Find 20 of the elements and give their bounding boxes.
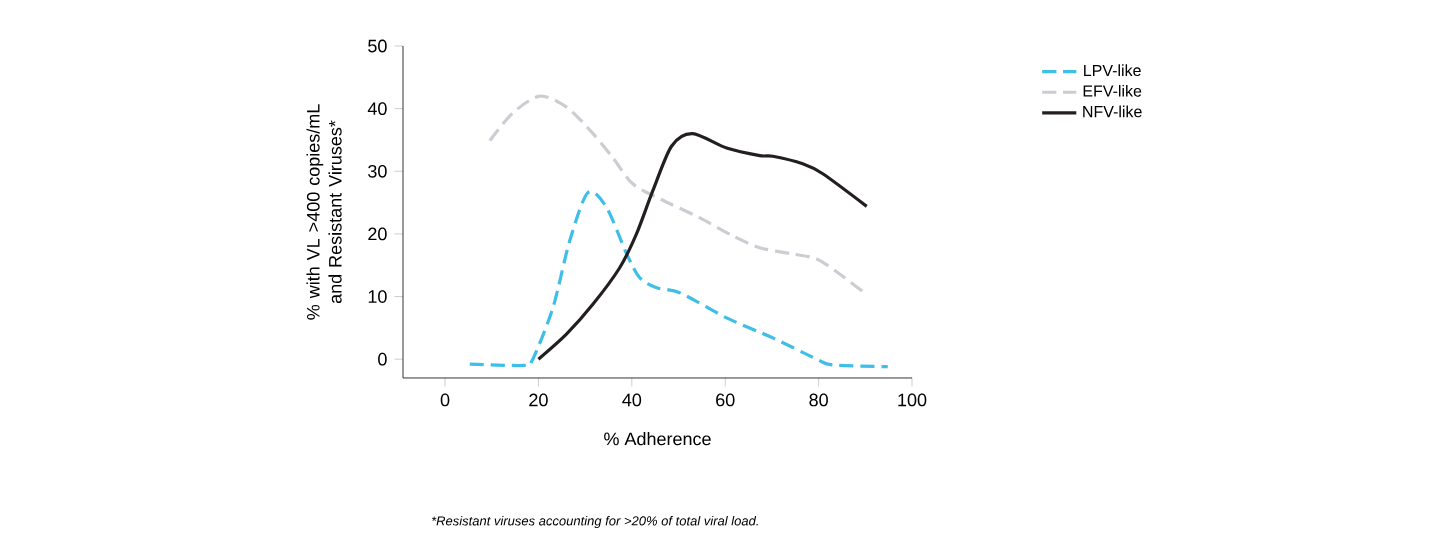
x-tick-label: 40 [622, 393, 642, 407]
y-tick-label: 40 [367, 102, 387, 116]
x-tick-label: 0 [440, 393, 450, 407]
x-tick-label: 60 [716, 393, 735, 407]
x-tick-label: 20 [529, 393, 548, 407]
legend-label: NFV-like [1083, 105, 1142, 118]
y-tick-label: 20 [368, 227, 387, 241]
y-axis-title: % with VL >400 copies/mL and Resistant Viruses* [306, 104, 342, 320]
line-series [536, 132, 869, 361]
text: *Resistant viruses accounting for >20% of total viral load. [431, 515, 758, 529]
y-tick-label: 0 [378, 352, 387, 366]
y-tick-label: 30 [368, 164, 387, 178]
y-tick-label: 10 [368, 290, 387, 303]
legend-label: LPV-like [1084, 64, 1141, 77]
y-tick-label: 50 [368, 39, 387, 53]
line-series [468, 189, 890, 369]
x-tick-label: 100 [898, 393, 927, 407]
legend-label: EFV-like [1083, 84, 1142, 97]
x-tick-label: 80 [809, 393, 828, 407]
x-axis-title: % Adherence [604, 432, 711, 446]
